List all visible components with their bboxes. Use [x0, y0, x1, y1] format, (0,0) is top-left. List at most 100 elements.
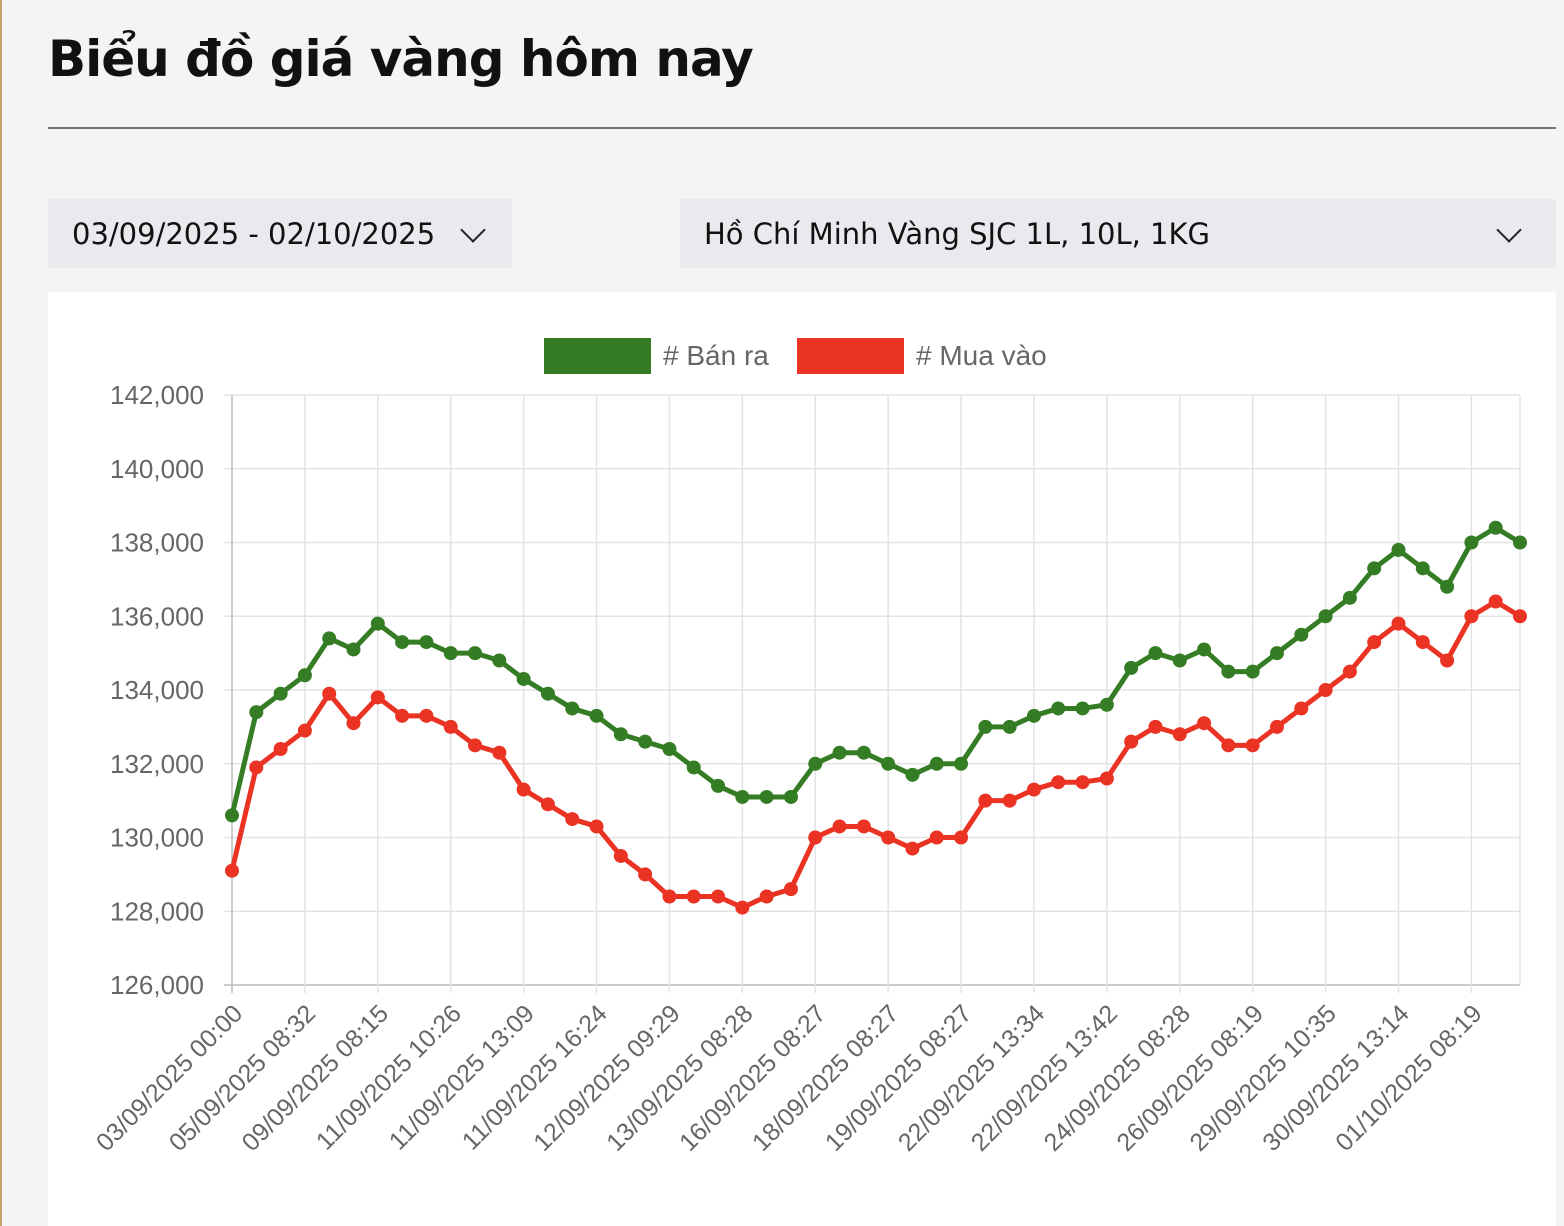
data-point: [1221, 664, 1236, 679]
data-point: [1391, 616, 1406, 631]
data-point: [1051, 701, 1066, 716]
data-point: [1221, 738, 1236, 753]
data-point: [1488, 594, 1503, 609]
chevron-down-icon: [1496, 217, 1522, 243]
data-point: [1026, 708, 1041, 723]
legend-label: # Bán ra: [663, 340, 769, 371]
data-point: [443, 719, 458, 734]
data-point: [370, 690, 385, 705]
y-tick-label: 134,000: [110, 675, 204, 705]
data-point: [1367, 635, 1382, 650]
data-point: [1391, 542, 1406, 557]
data-point: [1051, 775, 1066, 790]
data-point: [540, 797, 555, 812]
product-select[interactable]: Hồ Chí Minh Vàng SJC 1L, 10L, 1KG: [680, 199, 1556, 268]
y-tick-label: 140,000: [110, 454, 204, 484]
data-point: [686, 760, 701, 775]
data-point: [686, 889, 701, 904]
data-point: [711, 778, 726, 793]
data-point: [589, 819, 604, 834]
data-point: [929, 756, 944, 771]
data-point: [832, 819, 847, 834]
data-point: [565, 812, 580, 827]
data-point: [1002, 719, 1017, 734]
y-tick-label: 138,000: [110, 528, 204, 558]
data-point: [613, 848, 628, 863]
data-point: [1172, 727, 1187, 742]
data-point: [1269, 719, 1284, 734]
data-point: [711, 889, 726, 904]
data-point: [1245, 664, 1260, 679]
y-tick-label: 130,000: [110, 823, 204, 853]
data-point: [662, 889, 677, 904]
data-point: [613, 727, 628, 742]
data-point: [881, 830, 896, 845]
chevron-down-icon: [460, 217, 486, 243]
data-point: [1318, 609, 1333, 624]
data-point: [468, 738, 483, 753]
data-point: [1124, 734, 1139, 749]
data-point: [881, 756, 896, 771]
data-point: [443, 646, 458, 661]
title-divider: [48, 127, 1556, 129]
data-point: [1148, 719, 1163, 734]
data-point: [419, 708, 434, 723]
data-point: [1318, 683, 1333, 697]
data-point: [297, 668, 312, 683]
data-point: [419, 635, 434, 650]
data-point: [856, 745, 871, 760]
data-point: [468, 646, 483, 661]
data-point: [225, 808, 239, 823]
data-point: [346, 716, 361, 731]
data-point: [1513, 535, 1527, 550]
data-point: [662, 742, 677, 756]
data-point: [1513, 609, 1527, 624]
data-point: [1367, 561, 1382, 576]
data-point: [638, 867, 653, 882]
data-point: [395, 635, 410, 650]
data-point: [638, 734, 653, 749]
data-point: [1099, 697, 1114, 712]
y-tick-label: 126,000: [110, 970, 204, 1000]
data-point: [1099, 771, 1114, 786]
y-tick-label: 128,000: [110, 896, 204, 926]
data-point: [346, 642, 361, 657]
data-point: [516, 671, 531, 686]
data-point: [978, 719, 993, 734]
data-point: [516, 782, 531, 797]
data-point: [370, 616, 385, 631]
data-point: [856, 819, 871, 834]
y-tick-label: 136,000: [110, 601, 204, 631]
left-border: [0, 0, 2, 1226]
data-point: [783, 789, 798, 804]
data-point: [565, 701, 580, 716]
data-point: [905, 841, 920, 856]
data-point: [297, 723, 312, 738]
data-point: [759, 789, 774, 804]
data-point: [540, 686, 555, 701]
data-point: [1294, 627, 1309, 642]
data-point: [954, 756, 969, 771]
series-line-0: [229, 525, 1522, 816]
data-point: [905, 767, 920, 782]
data-point: [1269, 646, 1284, 661]
date-range-select[interactable]: 03/09/2025 - 02/10/2025: [48, 199, 512, 268]
data-point: [1245, 738, 1260, 753]
data-point: [225, 863, 239, 878]
page-title: Biểu đồ giá vàng hôm nay: [48, 30, 754, 88]
data-point: [832, 745, 847, 760]
data-point: [735, 789, 750, 804]
data-point: [1124, 660, 1139, 675]
data-point: [1002, 793, 1017, 808]
data-point: [783, 882, 798, 897]
chart-card: 126,000 128,000 130,000 132,000 134,000 136,0…: [48, 292, 1556, 1226]
legend-label: # Mua vào: [916, 340, 1047, 371]
data-point: [1294, 701, 1309, 716]
data-point: [1172, 653, 1187, 668]
data-point: [1026, 782, 1041, 797]
data-point: [273, 686, 288, 701]
data-point: [1148, 646, 1163, 661]
data-point: [589, 708, 604, 723]
data-point: [1415, 561, 1430, 576]
data-point: [322, 631, 337, 646]
